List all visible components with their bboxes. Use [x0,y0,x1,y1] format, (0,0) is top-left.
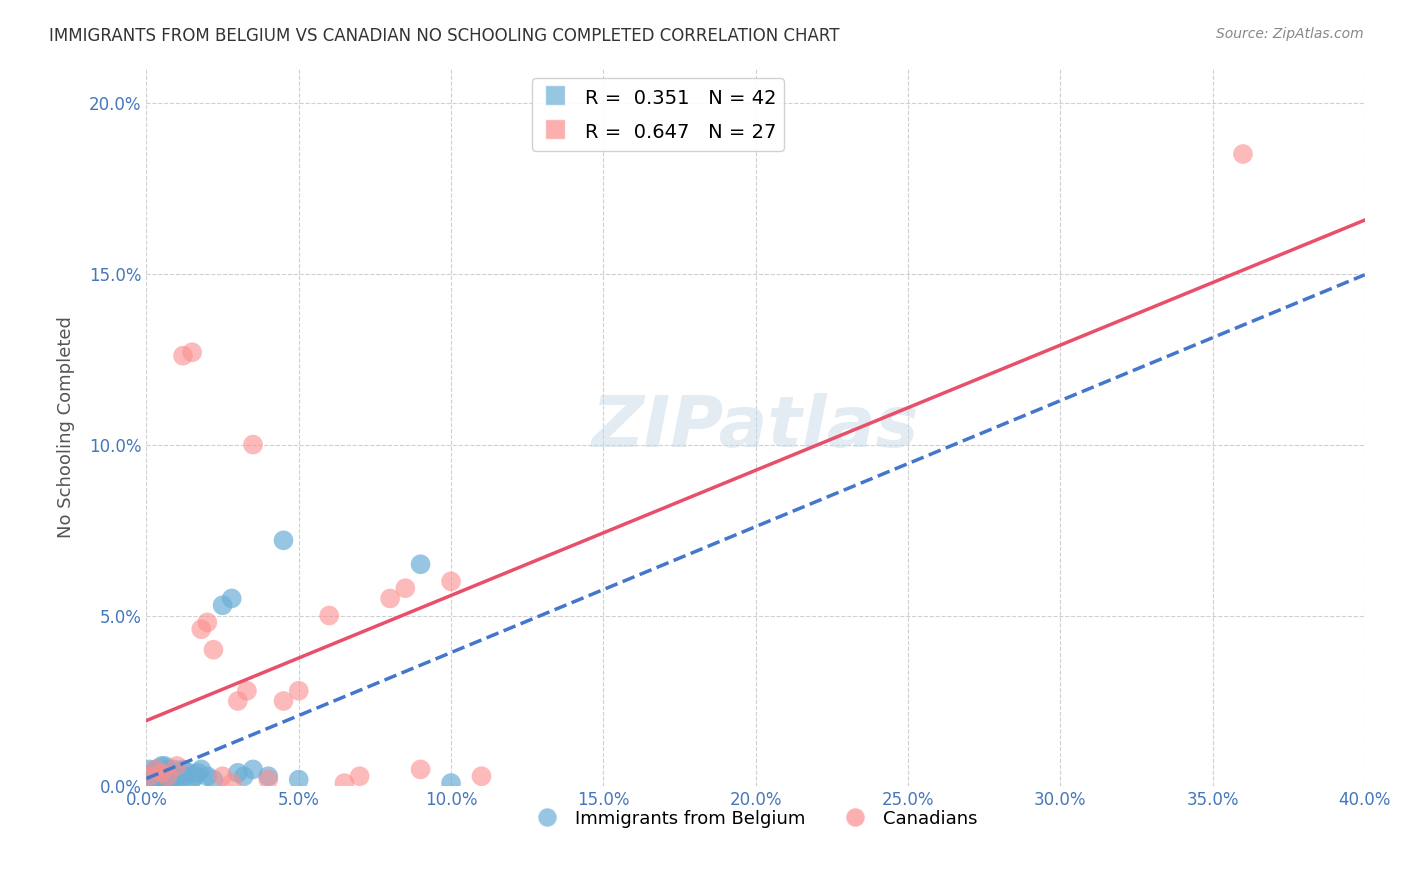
Immigrants from Belgium [257,769,280,783]
Immigrants from Belgium [440,776,463,790]
Canadians [349,769,371,783]
Canadians [394,581,416,595]
Canadians [145,763,167,777]
Immigrants from Belgium [148,772,170,787]
Canadians [318,608,340,623]
Immigrants from Belgium [409,558,432,572]
Canadians [138,769,160,783]
Canadians [221,776,243,790]
Canadians [242,437,264,451]
Canadians [226,694,249,708]
Immigrants from Belgium [187,765,209,780]
Immigrants from Belgium [163,769,186,783]
Immigrants from Belgium [150,769,173,783]
Immigrants from Belgium [273,533,295,548]
Immigrants from Belgium [145,763,167,777]
Immigrants from Belgium [166,765,188,780]
Immigrants from Belgium [190,763,212,777]
Immigrants from Belgium [202,772,225,787]
Immigrants from Belgium [181,772,204,787]
Immigrants from Belgium [145,776,167,790]
Immigrants from Belgium [138,769,160,783]
Immigrants from Belgium [174,769,197,783]
Immigrants from Belgium [177,765,200,780]
Canadians [166,759,188,773]
Immigrants from Belgium [221,591,243,606]
Immigrants from Belgium [184,769,207,783]
Immigrants from Belgium [159,772,181,787]
Canadians [409,763,432,777]
Canadians [195,615,218,630]
Canadians [333,776,356,790]
Canadians [181,345,204,359]
Immigrants from Belgium [141,772,163,787]
Immigrants from Belgium [148,765,170,780]
Canadians [257,772,280,787]
Canadians [202,642,225,657]
Immigrants from Belgium [156,769,179,783]
Immigrants from Belgium [226,765,249,780]
Immigrants from Belgium [287,772,309,787]
Canadians [156,769,179,783]
Immigrants from Belgium [242,763,264,777]
Canadians [378,591,401,606]
Immigrants from Belgium [195,769,218,783]
Immigrants from Belgium [153,765,176,780]
Immigrants from Belgium [153,772,176,787]
Y-axis label: No Schooling Completed: No Schooling Completed [58,317,75,539]
Immigrants from Belgium [138,763,160,777]
Immigrants from Belgium [141,765,163,780]
Canadians [273,694,295,708]
Immigrants from Belgium [169,769,191,783]
Immigrants from Belgium [163,763,186,777]
Immigrants from Belgium [153,759,176,773]
Legend: Immigrants from Belgium, Canadians: Immigrants from Belgium, Canadians [526,803,984,835]
Immigrants from Belgium [166,772,188,787]
Immigrants from Belgium [232,769,254,783]
Canadians [150,765,173,780]
Immigrants from Belgium [159,765,181,780]
Canadians [470,769,492,783]
Canadians [211,769,233,783]
Canadians [1232,147,1254,161]
Immigrants from Belgium [172,763,194,777]
Canadians [236,683,259,698]
Text: IMMIGRANTS FROM BELGIUM VS CANADIAN NO SCHOOLING COMPLETED CORRELATION CHART: IMMIGRANTS FROM BELGIUM VS CANADIAN NO S… [49,27,839,45]
Canadians [287,683,309,698]
Immigrants from Belgium [150,759,173,773]
Immigrants from Belgium [156,763,179,777]
Immigrants from Belgium [211,599,233,613]
Immigrants from Belgium [145,769,167,783]
Canadians [190,622,212,636]
Text: Source: ZipAtlas.com: Source: ZipAtlas.com [1216,27,1364,41]
Canadians [440,574,463,589]
Canadians [172,349,194,363]
Text: ZIPatlas: ZIPatlas [592,393,920,462]
